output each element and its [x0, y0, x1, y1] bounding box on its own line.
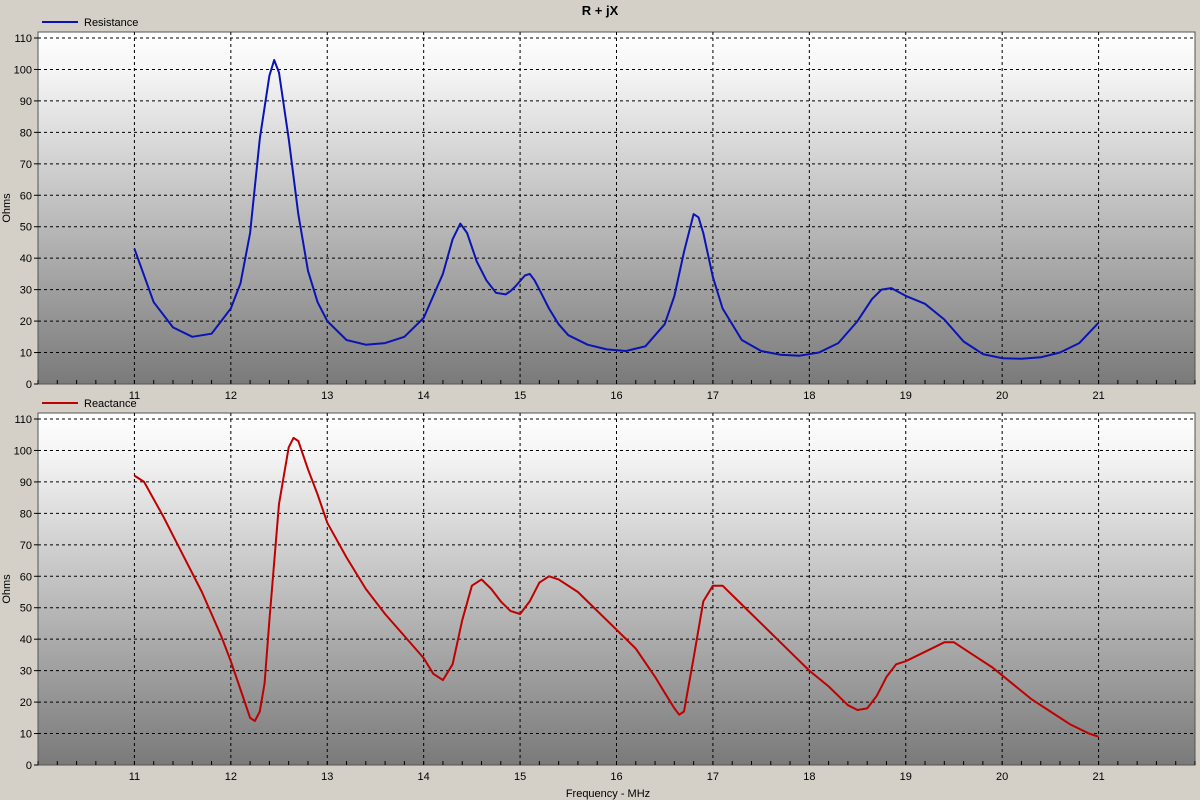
y-tick-label: 30 [20, 666, 32, 678]
y-tick-label: 50 [20, 603, 32, 615]
x-tick-label: 21 [1092, 771, 1104, 783]
y-tick-label: 60 [20, 571, 32, 583]
legend-label: Resistance [84, 17, 138, 29]
chart-title: R + jX [582, 3, 619, 18]
x-tick-label: 17 [707, 771, 719, 783]
x-tick-label: 19 [900, 390, 912, 402]
x-tick-label: 19 [900, 771, 912, 783]
y-tick-label: 90 [20, 477, 32, 489]
y-tick-label: 80 [20, 508, 32, 520]
x-tick-label: 15 [514, 390, 526, 402]
x-tick-label: 12 [225, 771, 237, 783]
x-tick-label: 12 [225, 390, 237, 402]
x-tick-label: 11 [129, 390, 140, 402]
x-tick-label: 15 [514, 771, 526, 783]
y-tick-label: 40 [20, 253, 32, 265]
x-tick-label: 11 [129, 771, 140, 783]
y-tick-label: 50 [20, 222, 32, 234]
x-tick-label: 20 [996, 771, 1008, 783]
y-tick-label: 80 [20, 127, 32, 139]
y-tick-label: 100 [14, 445, 32, 457]
y-tick-label: 10 [20, 729, 32, 741]
x-tick-label: 17 [707, 390, 719, 402]
reactance-panel: 0 10 20 30 40 50 60 70 80 90 100 110 11 12 13 14 15 16 17 1… [1, 398, 1196, 783]
legend-label: Reactance [84, 398, 137, 410]
y-tick-label: 70 [20, 159, 32, 171]
y-tick-label: 30 [20, 285, 32, 297]
x-tick-label: 18 [803, 390, 815, 402]
y-tick-label: 60 [20, 190, 32, 202]
x-tick-label: 18 [803, 771, 815, 783]
y-tick-label: 0 [26, 760, 32, 772]
x-tick-label: 16 [610, 771, 622, 783]
y-tick-label: 20 [20, 316, 32, 328]
series-line-resistance [133, 59, 1100, 360]
x-tick-label: 13 [321, 771, 333, 783]
x-tick-label: 20 [996, 390, 1008, 402]
x-tick-label: 13 [321, 390, 333, 402]
y-axis-label: Ohms [1, 574, 13, 604]
y-tick-label: 40 [20, 634, 32, 646]
x-tick-label: 14 [418, 771, 430, 783]
y-tick-label: 110 [14, 33, 32, 45]
y-tick-label: 20 [20, 697, 32, 709]
y-axis-label: Ohms [1, 193, 13, 223]
y-tick-label: 0 [26, 379, 32, 391]
y-tick-label: 100 [14, 64, 32, 76]
y-tick-label: 10 [20, 348, 32, 360]
y-tick-label: 110 [14, 414, 32, 426]
x-tick-label: 14 [418, 390, 430, 402]
x-axis-label: Frequency - MHz [566, 788, 650, 800]
series-line-reactance [133, 436, 1099, 738]
y-tick-label: 90 [20, 96, 32, 108]
y-tick-label: 70 [20, 540, 32, 552]
x-tick-label: 21 [1092, 390, 1104, 402]
resistance-panel: 0 10 20 30 40 50 60 70 80 90 100 110 11 12 13 14 15 16 17 1… [1, 17, 1196, 402]
x-tick-label: 16 [610, 390, 622, 402]
